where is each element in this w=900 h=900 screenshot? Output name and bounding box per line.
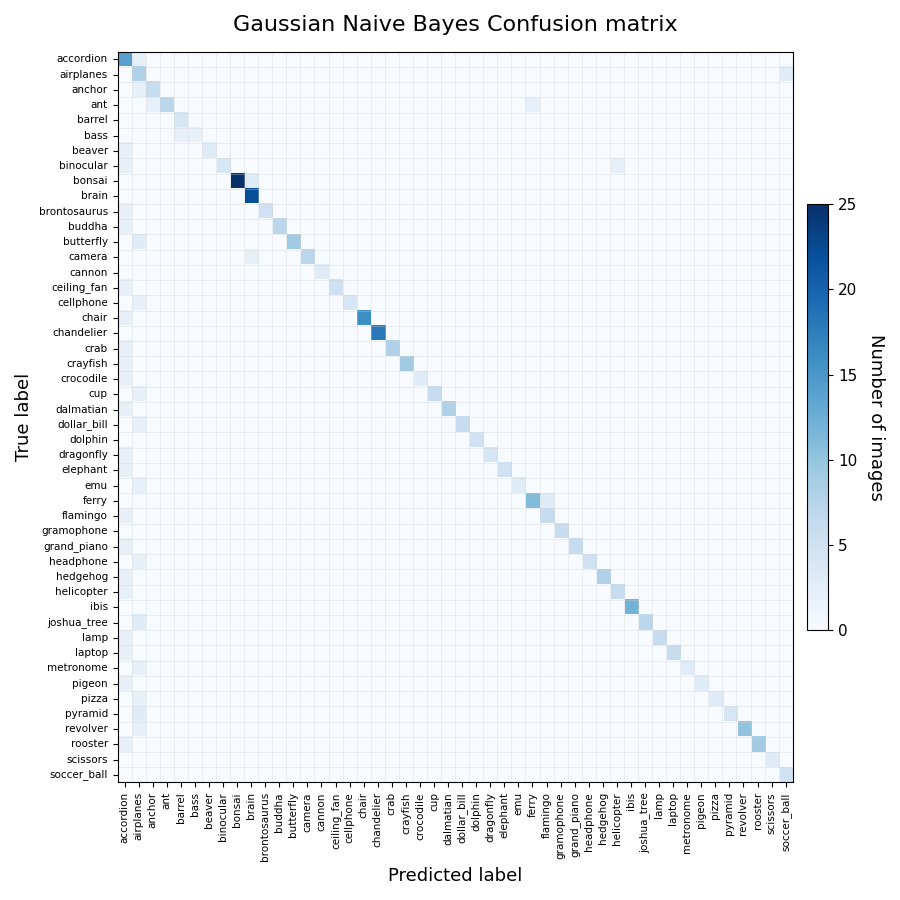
Y-axis label: Number of images: Number of images [867, 334, 885, 500]
Y-axis label: True label: True label [15, 373, 33, 462]
Title: Gaussian Naive Bayes Confusion matrix: Gaussian Naive Bayes Confusion matrix [233, 15, 678, 35]
X-axis label: Predicted label: Predicted label [388, 867, 522, 885]
